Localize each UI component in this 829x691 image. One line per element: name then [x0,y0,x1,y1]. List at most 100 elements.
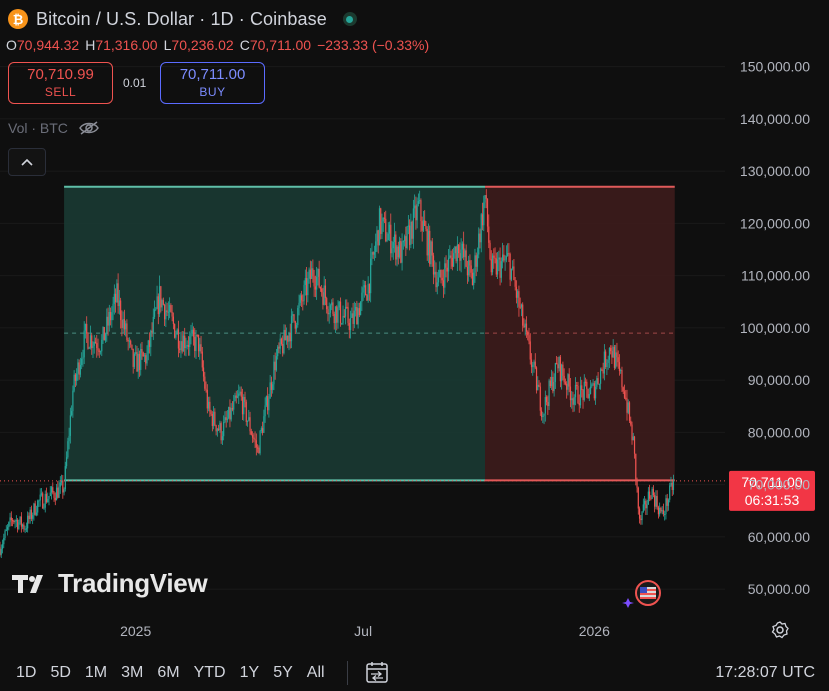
candle-body [197,334,200,352]
candle-body [215,425,217,432]
y-tick-label: 90,000.00 [748,372,810,388]
candle-body [233,401,235,410]
candle-body [383,217,386,219]
candle-body [509,254,511,280]
timeframe-1d[interactable]: 1D [16,664,37,681]
candle-body [58,486,60,498]
candle-body [645,500,647,509]
candle-body [621,370,623,388]
candle-body [476,254,479,267]
candle-body [650,498,652,500]
candle-body [341,323,343,325]
spread-value: 0.01 [123,76,147,90]
candle-body [642,504,644,512]
candle-body [319,287,322,289]
candle-body [317,268,319,277]
hidden-eye-icon[interactable] [78,120,100,136]
candle-body [22,524,24,527]
candle-body [365,285,367,296]
chart-settings-icon[interactable] [770,620,790,640]
candle-body [380,208,382,234]
candle-body [54,497,56,501]
candle-body [11,520,14,522]
candle-body [264,405,266,417]
candle-body [126,323,128,340]
candle-body [432,255,435,275]
candle-body [88,347,90,349]
sell-button[interactable]: 70,710.99 SELL [8,62,113,104]
candle-body [240,391,242,397]
compare-flag-icon[interactable] [622,578,664,610]
candle-body [121,320,123,328]
candle-body [200,344,202,352]
candle-body [283,329,285,354]
candle-body [87,333,89,349]
candle-body [33,503,35,516]
symbol-title[interactable]: Bitcoin / U.S. Dollar · 1D · Coinbase [36,8,327,29]
candle-body [254,438,256,441]
timeframe-5d[interactable]: 5D [50,664,71,681]
candle-body [239,391,241,394]
candle-body [366,295,368,301]
candle-body [544,397,546,414]
candle-body [102,326,104,340]
timeframe-3m[interactable]: 3M [121,664,144,681]
candle-body [557,364,559,369]
candle-body [601,369,603,371]
candle-body [238,393,240,397]
candle-body [375,241,377,252]
candle-body [444,263,446,288]
candle-body [568,374,570,387]
candle-body [72,390,74,412]
candle-body [192,329,195,337]
candle-body [275,356,278,371]
timeframe-1y[interactable]: 1Y [239,664,260,681]
timeframe-1m[interactable]: 1M [84,664,108,681]
candle-body [573,397,575,405]
candle-body [213,411,215,426]
candle-body [218,428,220,431]
candle-body [259,430,261,454]
candle-body [298,302,300,309]
candle-body [373,251,376,255]
candle-body [260,428,262,431]
candle-body [324,285,327,299]
candle-body [201,351,203,368]
candle-body [480,214,482,243]
timeframe-all[interactable]: All [306,664,325,681]
candle-body [610,347,612,352]
candle-body [249,417,251,432]
candle-body [141,348,143,353]
candle-body [111,312,113,321]
candle-body [463,243,465,258]
buy-label: BUY [199,85,226,99]
collapse-legend-button[interactable] [8,148,46,176]
candle-body [96,343,98,348]
candle-body [127,339,129,342]
candle-body [234,395,236,402]
candle-body [483,202,485,226]
candle-body [62,480,64,493]
candle-body [362,287,364,293]
timeframe-5y[interactable]: 5Y [273,664,293,681]
go-to-date-icon[interactable] [364,661,390,685]
candle-body [415,205,417,221]
candle-body [285,335,288,341]
candle-body [288,333,290,342]
candle-body [302,300,304,302]
candle-body [426,228,428,256]
candle-body [1,544,4,549]
timeframe-ytd[interactable]: YTD [193,664,226,681]
candle-body [236,396,239,398]
candle-body [494,257,496,259]
candle-body [512,266,514,269]
candle-body [43,507,45,509]
timeframe-6m[interactable]: 6M [157,664,180,681]
candle-body [594,386,597,399]
candle-body [53,492,55,498]
candle-body [363,285,365,288]
candle-body [313,276,315,287]
candle-body [349,317,352,331]
buy-button[interactable]: 70,711.00 BUY [160,62,265,104]
